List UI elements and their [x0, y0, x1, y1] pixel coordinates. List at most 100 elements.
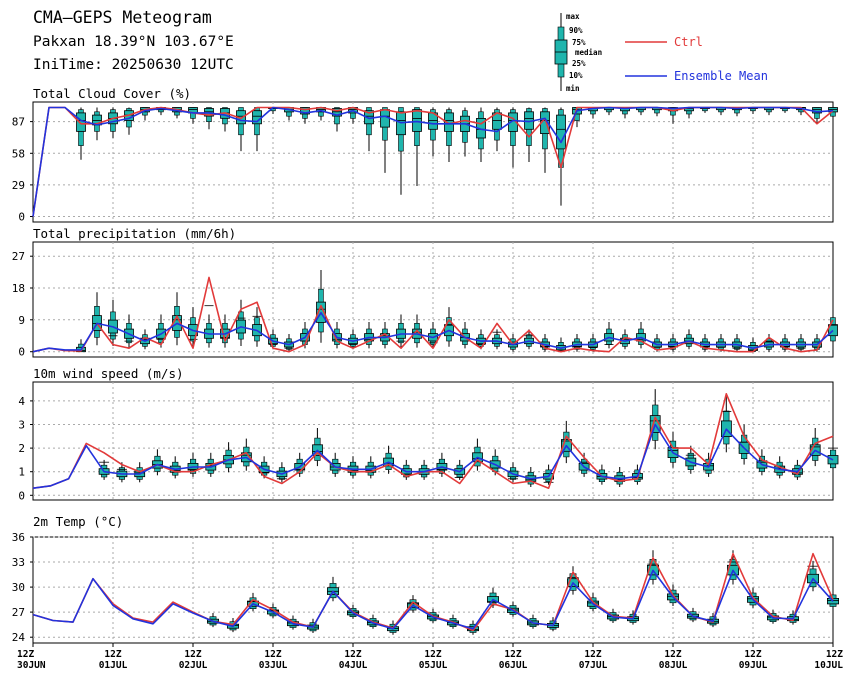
x-date-label: 01JUL	[99, 660, 128, 671]
x-date-label: 30JUN	[17, 660, 46, 671]
x-hour-label: 12Z	[17, 649, 34, 660]
panel-4: 2m Temp (°C) 24 27 30 33 36	[12, 514, 840, 644]
box-whisker	[92, 292, 102, 346]
box-whisker	[525, 467, 537, 487]
y-tick-label: 3	[18, 419, 25, 432]
box-whisker	[124, 314, 134, 348]
box-whisker	[364, 322, 374, 349]
box-whisker	[460, 107, 470, 157]
box-whisker	[108, 299, 118, 346]
y-tick-label: 9	[18, 314, 25, 327]
panel-3: 10m wind speed (m/s) 0 1 2 3 4	[18, 366, 839, 502]
box-whisker	[796, 334, 806, 352]
x-hour-label: 12Z	[424, 649, 441, 660]
box-whisker	[172, 292, 182, 346]
box-p25-p75	[380, 109, 390, 128]
x-date-label: 10JUL	[814, 660, 843, 671]
panel-2: Total precipitation (mm/6h) 0 9 18 27	[12, 226, 838, 359]
x-date-label: 06JUL	[499, 660, 528, 671]
box-whisker	[636, 322, 646, 349]
box-whisker	[684, 329, 694, 350]
box-whisker	[412, 107, 422, 186]
x-hour-label: 12Z	[664, 649, 681, 660]
box-whisker	[809, 428, 821, 467]
x-date-label: 09JUL	[739, 660, 768, 671]
box-whisker	[312, 428, 323, 467]
legend-max: max	[566, 12, 580, 21]
box-whisker	[732, 334, 742, 352]
init-time-label: IniTime: 20250630 12UTC	[33, 57, 234, 73]
y-tick-label: 29	[12, 179, 25, 192]
box-p25-p75	[412, 109, 422, 132]
box-whisker	[316, 107, 326, 121]
panel-title: Total precipitation (mm/6h)	[33, 226, 236, 241]
x-date-label: 05JUL	[419, 660, 448, 671]
x-date-label: 04JUL	[339, 660, 368, 671]
box-whisker	[687, 607, 700, 623]
box-whisker	[204, 305, 214, 348]
box-whisker	[556, 337, 566, 352]
box-whisker	[476, 107, 486, 162]
y-tick-label: 0	[18, 489, 25, 502]
box-p25-p75	[556, 114, 566, 150]
ensemble-mean-series-line	[32, 106, 834, 217]
legend-ctrl-label: Ctrl	[674, 35, 703, 49]
ensemble-mean-series-line	[32, 311, 834, 353]
y-tick-label: 18	[12, 282, 25, 295]
box-whisker	[543, 464, 554, 485]
box-whisker	[169, 456, 181, 479]
x-hour-label: 12Z	[826, 649, 843, 660]
chart-title: CMA—GEPS Meteogram	[33, 8, 212, 27]
box-whisker	[828, 307, 838, 347]
box-whisker	[364, 107, 374, 152]
y-tick-label: 24	[12, 631, 26, 644]
x-hour-label: 12Z	[744, 649, 761, 660]
box-whisker	[604, 322, 614, 349]
box-whisker	[540, 107, 550, 173]
box-whisker	[223, 442, 235, 473]
box-whisker	[383, 445, 395, 474]
box-whisker	[667, 431, 679, 468]
x-date-label: 08JUL	[659, 660, 688, 671]
y-tick-label: 87	[12, 116, 25, 129]
legend-p10: 10%	[569, 71, 583, 80]
ensemble-mean-series-line	[32, 569, 834, 630]
panel-title: Total Cloud Cover (%)	[33, 86, 191, 101]
box-whisker	[792, 459, 803, 480]
box-whisker	[444, 107, 454, 162]
x-hour-label: 12Z	[264, 649, 281, 660]
ensemble-mean-series-line	[32, 423, 834, 489]
box-whisker	[220, 107, 230, 132]
box-whisker	[236, 107, 246, 152]
y-tick-label: 27	[12, 250, 25, 263]
y-tick-label: 58	[12, 147, 25, 160]
box-whisker	[716, 107, 726, 116]
x-hour-label: 12Z	[584, 649, 601, 660]
ctrl-series-line	[32, 276, 834, 353]
y-tick-label: 27	[12, 606, 25, 619]
box-whisker	[236, 299, 246, 346]
box-whisker	[684, 107, 694, 119]
box-whisker	[614, 467, 626, 487]
y-tick-label: 36	[12, 531, 25, 544]
legend-mean-label: Ensemble Mean	[674, 69, 768, 83]
panel-title: 2m Temp (°C)	[33, 514, 123, 529]
y-tick-label: 0	[18, 346, 25, 359]
box-whisker	[204, 107, 214, 130]
box-whisker	[472, 438, 483, 471]
box-whisker	[561, 420, 572, 464]
box-whisker	[124, 107, 134, 135]
box-whisker	[764, 334, 774, 352]
panel-title: 10m wind speed (m/s)	[33, 366, 184, 381]
x-date-label: 03JUL	[259, 660, 288, 671]
legend: max 90% 75% median 25% 10% min Ctrl Ense…	[554, 12, 768, 93]
y-tick-label: 2	[18, 442, 25, 455]
box-whisker	[187, 452, 199, 477]
location-label: Pakxan 18.39°N 103.67°E	[33, 34, 234, 50]
legend-p75: 75%	[572, 38, 586, 47]
box-whisker	[252, 107, 262, 152]
box-whisker	[828, 107, 838, 121]
box-whisker	[764, 107, 774, 116]
box-p25-p75	[332, 108, 342, 117]
